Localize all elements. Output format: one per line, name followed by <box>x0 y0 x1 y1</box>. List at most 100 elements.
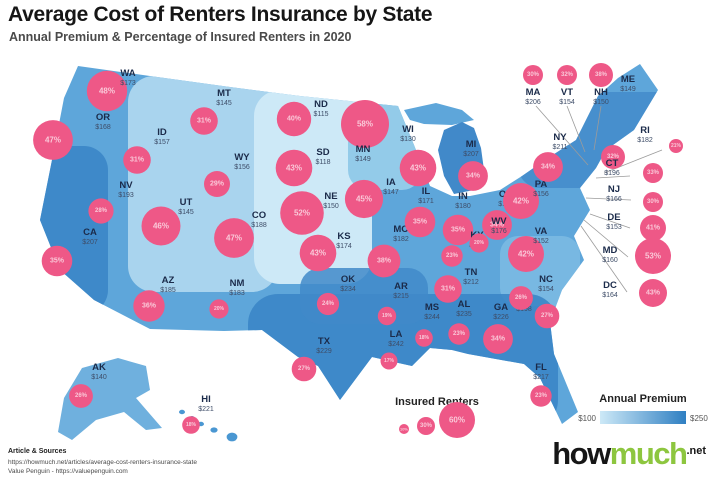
insured-bubble-ok <box>316 292 340 316</box>
state-me: 32% ME$149 <box>601 74 636 169</box>
insured-pct-label-ut: 46% <box>153 222 169 231</box>
insured-bubble-mn <box>341 100 389 148</box>
state-ut: 46% UT$145 <box>141 197 194 246</box>
insured-pct-label-ks: 43% <box>310 249 326 258</box>
insured-pct-label-nv: 28% <box>95 208 108 214</box>
insured-pct-label-vt: 32% <box>561 72 574 78</box>
premium-min-label: $100 <box>578 414 596 423</box>
insured-pct-label-ma: 30% <box>527 72 540 78</box>
state-pa: 42% PA$156 <box>503 179 549 219</box>
insured-bubble-fl <box>530 385 552 407</box>
michigan-upper-peninsula <box>404 103 474 125</box>
state-premium-wi: $130 <box>400 136 416 143</box>
insured-bubble-al <box>448 323 470 345</box>
state-premium-mi: $207 <box>463 151 479 158</box>
state-premium-ga: $226 <box>493 314 509 321</box>
insured-pct-label-ri: 21% <box>671 143 682 149</box>
state-fl: 23% FL$217 <box>530 362 552 407</box>
insured-bubble-va <box>508 236 544 272</box>
state-premium-co: $188 <box>251 222 267 229</box>
state-abbr-va: VA <box>535 226 548 237</box>
insured-bubble-ri <box>669 139 683 153</box>
insured-pct-label-wi: 43% <box>410 164 426 173</box>
state-il: 35% IL$171 <box>404 186 436 238</box>
state-abbr-ok: OK <box>341 274 355 285</box>
states-layer: 48%WA$17347%OR$16835%CA$20728%NV$19331%I… <box>33 63 683 434</box>
insured-bubble-ma <box>523 65 543 85</box>
insured-pct-label-nh: 38% <box>595 72 608 78</box>
state-abbr-nh: NH <box>594 87 608 98</box>
premium-gradient-bar <box>600 411 686 424</box>
state-premium-ut: $145 <box>178 209 194 216</box>
insured-bubble-ks <box>299 234 337 272</box>
insured-bubble-ar <box>377 306 397 326</box>
insured-pct-label-id: 31% <box>130 157 145 164</box>
insured-bubble-co <box>214 218 254 258</box>
legend-bubble-large <box>439 402 475 438</box>
state-premium-fl: $217 <box>533 374 549 381</box>
insured-pct-label-md: 53% <box>645 252 661 261</box>
insured-pct-label-ny: 34% <box>541 164 556 171</box>
legend-bubble-medium <box>417 417 435 435</box>
howmuch-logo: howmuch.net <box>552 436 706 472</box>
insured-bubble-dc <box>639 279 667 307</box>
state-ca: 35% CA$207 <box>41 227 98 277</box>
state-premium-ca: $207 <box>82 239 98 246</box>
callout-lines <box>535 105 663 293</box>
source-link-article[interactable]: https://howmuch.net/articles/average-cos… <box>8 458 197 466</box>
insured-bubble-nd <box>276 101 312 137</box>
callout-line-md <box>583 219 629 258</box>
state-wy: 29% WY$156 <box>204 152 250 197</box>
state-mt: 31% MT$145 <box>190 88 232 135</box>
source-link-valuepenguin[interactable]: Value Penguin - https://valuepenguin.com <box>8 468 128 476</box>
insured-pct-label-in: 35% <box>451 227 466 234</box>
insured-pct-label-ia: 45% <box>356 195 372 204</box>
state-la: 17% LA$242 <box>380 329 404 370</box>
state-dc: 43% DC$164 <box>602 279 667 307</box>
state-abbr-ut: UT <box>180 197 193 208</box>
insured-pct-label-nd: 40% <box>287 116 302 123</box>
state-abbr-md: MD <box>603 245 618 256</box>
insured-pct-label-mo: 38% <box>377 258 392 265</box>
state-tx: 27% TX$229 <box>291 336 332 382</box>
state-premium-wy: $156 <box>234 164 250 171</box>
state-co: 47% CO$188 <box>214 210 267 258</box>
state-ma: 30% MA$206 <box>523 65 543 106</box>
insured-pct-label-sd: 43% <box>286 164 302 173</box>
state-abbr-co: CO <box>252 210 266 221</box>
state-or: 47% OR$168 <box>33 112 111 160</box>
alaska-shape <box>58 358 162 440</box>
insured-pct-label-la: 17% <box>384 358 395 364</box>
state-abbr-al: AL <box>458 299 471 310</box>
state-abbr-la: LA <box>390 329 403 340</box>
state-abbr-ne: NE <box>324 191 337 202</box>
insured-bubble-ak <box>69 384 93 408</box>
insured-bubble-hi <box>182 416 200 434</box>
insured-pct-label-nm: 20% <box>214 306 225 312</box>
state-ia: 45% IA$147 <box>344 177 399 219</box>
insured-pct-label-ca: 35% <box>50 258 65 265</box>
insured-pct-label-az: 36% <box>142 303 157 310</box>
state-premium-tn: $212 <box>463 279 479 286</box>
state-premium-vt: $154 <box>559 99 575 106</box>
state-premium-mt: $145 <box>216 100 232 107</box>
insured-bubble-wv <box>469 233 489 253</box>
insured-pct-label-mi: 34% <box>466 173 481 180</box>
insured-pct-label-me: 32% <box>607 154 620 160</box>
logo-domain-net: .net <box>686 445 706 457</box>
state-abbr-ms: MS <box>425 302 439 313</box>
state-abbr-mt: MT <box>217 88 231 99</box>
state-premium-ak: $140 <box>91 374 107 381</box>
state-abbr-ak: AK <box>92 362 106 373</box>
state-abbr-sd: SD <box>316 147 329 158</box>
state-tn: 31% TN$212 <box>434 267 479 303</box>
state-premium-me: $149 <box>620 86 636 93</box>
state-abbr-wi: WI <box>402 124 414 135</box>
state-premium-ks: $174 <box>336 243 352 250</box>
callout-line-ct <box>595 175 631 179</box>
insured-bubble-ny <box>533 152 563 182</box>
state-abbr-tn: TN <box>465 267 478 278</box>
insured-pct-label-il: 35% <box>413 219 428 226</box>
state-premium-ct: $196 <box>604 170 620 177</box>
insured-bubble-wi <box>399 149 437 187</box>
